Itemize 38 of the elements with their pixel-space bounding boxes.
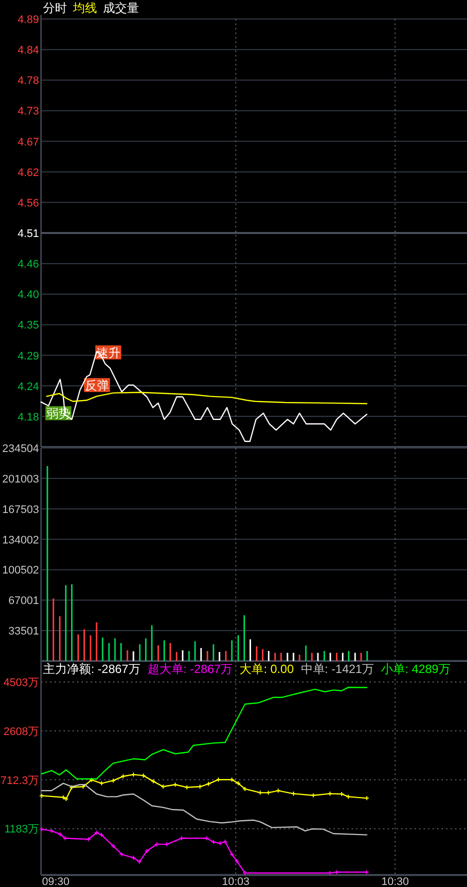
y-tick-label: 4.40	[18, 289, 39, 302]
text: 大单: 0.00	[240, 662, 294, 676]
y-tick-label: 67001	[8, 595, 39, 608]
text: 均线	[72, 1, 97, 15]
annotation: 反弹	[84, 378, 109, 393]
text: 中单: -1421万	[300, 662, 374, 676]
y-tick-label: 100502	[2, 564, 39, 577]
y-tick-label: 4.35	[18, 320, 39, 332]
y-tick-label: 134002	[2, 534, 39, 546]
y-tick-label: 4.51	[18, 228, 39, 240]
y-tick-label: 201003	[2, 473, 39, 486]
y-tick-label: 4.89	[18, 14, 39, 26]
y-tick-label: 4.62	[18, 166, 39, 179]
y-tick-label: 4.56	[18, 197, 39, 210]
y-tick-label: 1183万	[4, 824, 39, 836]
y-tick-label: 4503万	[4, 677, 39, 689]
x-tick-label: 10:03	[222, 876, 250, 887]
y-tick-label: 4.18	[18, 411, 39, 424]
text: 成交量	[103, 1, 139, 15]
text: 分时	[43, 1, 67, 15]
y-tick-label: 167503	[2, 504, 39, 516]
annotation: 速升	[96, 346, 120, 360]
y-tick-label: 234504	[2, 443, 39, 455]
x-tick-label: 09:30	[42, 876, 70, 887]
annotation: 主力净额: -2867万	[43, 662, 140, 676]
y-tick-label: 4.46	[18, 258, 39, 271]
y-tick-label: 4.73	[18, 106, 39, 118]
y-tick-label: 712.3万	[0, 774, 39, 787]
y-tick-label: 2608万	[4, 726, 39, 738]
y-tick-label: 4.24	[18, 380, 39, 393]
y-tick-label: 4.78	[18, 75, 39, 88]
y-tick-label: 4.29	[18, 350, 39, 362]
x-tick-label: 10:30	[381, 876, 409, 887]
text: 超大单: -2867万	[147, 662, 233, 676]
y-tick-label: 4.67	[18, 136, 39, 148]
y-tick-label: 33501	[8, 626, 39, 638]
series-label: 小单: 4289万	[381, 662, 450, 676]
y-tick-label: 4.84	[18, 44, 39, 57]
